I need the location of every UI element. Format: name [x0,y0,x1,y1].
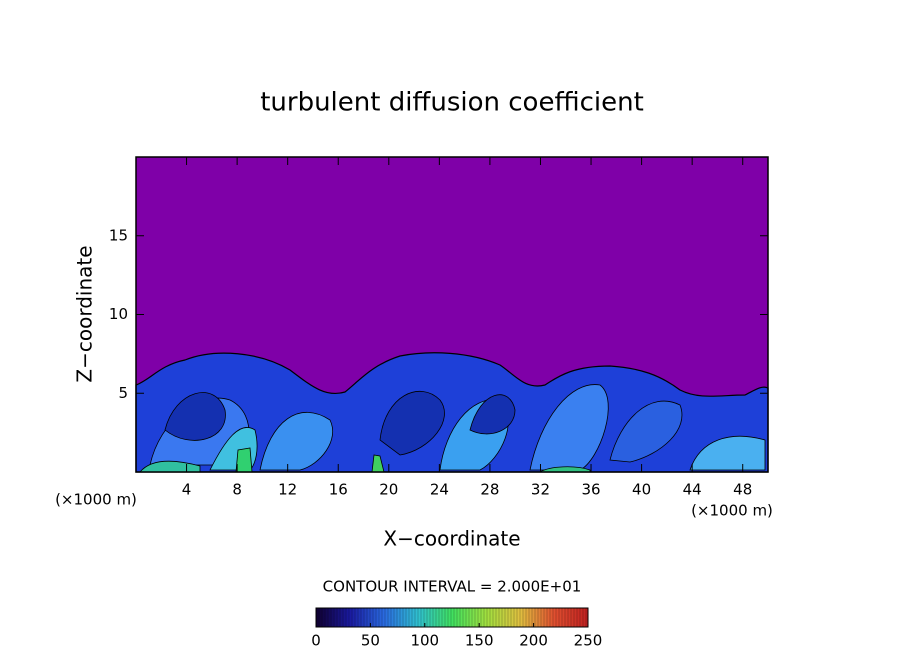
plot-area [135,156,769,473]
y-unit-label: (×1000 m) [55,491,137,509]
colorbar-tick-label: 0 [311,632,321,650]
x-axis-label: X−coordinate [383,527,520,551]
x-tick-label: 8 [232,481,242,499]
turbulent-patch [538,466,591,473]
y-tick-label: 15 [109,226,128,244]
turbulent-patch [379,390,445,456]
turbulent-patch [139,460,201,473]
contour-interval: CONTOUR INTERVAL = 2.000E+01 [323,578,582,596]
colorbar-tick-label: 100 [410,632,439,650]
x-tick-label: 40 [632,481,651,499]
y-tick-label: 5 [118,384,128,402]
x-tick-label: 16 [329,481,348,499]
colorbar-tick-label: 250 [574,632,603,650]
colorbar [315,607,589,628]
turbulent-patch [164,392,226,441]
y-tick-label: 10 [109,305,128,323]
turbulent-patch [609,400,683,463]
colorbar-tick-label: 150 [465,632,494,650]
x-tick-label: 36 [581,481,600,499]
x-tick-label: 20 [379,481,398,499]
x-tick-label: 32 [531,481,550,499]
colorbar-tick-label: 200 [519,632,548,650]
y-axis-label: Z−coordinate [73,245,97,382]
colorbar-tick-label: 50 [361,632,380,650]
x-tick-label: 48 [733,481,752,499]
x-tick-label: 12 [278,481,297,499]
chart-title: turbulent diffusion coefficient [260,88,644,118]
x-tick-label: 28 [480,481,499,499]
turbulent-patch [235,447,253,473]
turbulent-patch [529,384,609,471]
x-unit-label: (×1000 m) [691,502,773,520]
x-tick-label: 4 [182,481,192,499]
x-tick-label: 24 [430,481,449,499]
turbulent-patch [689,436,766,471]
turbulent-patch [259,411,333,471]
turbulent-patch [469,394,516,435]
x-tick-label: 44 [683,481,702,499]
turbulent-layer [135,352,769,473]
